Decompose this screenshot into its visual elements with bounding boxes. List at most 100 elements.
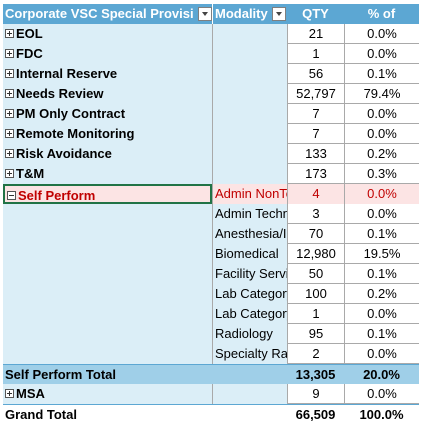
qty-cell[interactable]: 173 [287, 164, 344, 184]
pct-cell[interactable]: 0.0% [344, 124, 419, 144]
modality-cell[interactable]: Anesthesia/I [212, 224, 287, 244]
table-row[interactable]: Admin Techn 3 0.0% [3, 204, 419, 224]
pct-cell[interactable]: 0.3% [344, 164, 419, 184]
grand-total-label[interactable]: Grand Total [3, 404, 212, 424]
pct-cell[interactable]: 0.1% [344, 264, 419, 284]
row-label-cell[interactable] [3, 344, 212, 364]
pct-cell[interactable]: 0.0% [344, 384, 419, 404]
qty-cell[interactable]: 1 [287, 44, 344, 64]
subtotal-row[interactable]: Self Perform Total 13,305 20.0% [3, 364, 419, 384]
row-label-cell[interactable] [3, 284, 212, 304]
modality-cell[interactable] [212, 24, 287, 44]
modality-cell[interactable]: Facility Servi [212, 264, 287, 284]
row-label-cell[interactable] [3, 224, 212, 244]
qty-cell[interactable]: 2 [287, 344, 344, 364]
subtotal-modality-cell[interactable] [212, 364, 287, 384]
row-label-cell[interactable] [3, 204, 212, 224]
row-label-cell[interactable]: T&M [3, 164, 212, 184]
table-row[interactable]: Risk Avoidance 133 0.2% [3, 144, 419, 164]
modality-cell[interactable]: Admin NonTe [212, 184, 287, 204]
table-row[interactable]: FDC 1 0.0% [3, 44, 419, 64]
pct-cell[interactable]: 0.1% [344, 64, 419, 84]
expand-icon[interactable] [5, 29, 14, 39]
pct-cell[interactable]: 0.0% [344, 344, 419, 364]
expand-icon[interactable] [5, 389, 14, 399]
modality-cell[interactable]: Radiology [212, 324, 287, 344]
pct-cell[interactable]: 0.2% [344, 144, 419, 164]
expand-icon[interactable] [5, 169, 14, 179]
qty-cell[interactable]: 3 [287, 204, 344, 224]
table-row[interactable]: Needs Review 52,797 79.4% [3, 84, 419, 104]
qty-cell[interactable]: 50 [287, 264, 344, 284]
subtotal-label[interactable]: Self Perform Total [3, 364, 212, 384]
pct-cell[interactable]: 0.0% [344, 44, 419, 64]
expand-icon[interactable] [5, 49, 14, 59]
qty-cell[interactable]: 133 [287, 144, 344, 164]
row-label-cell[interactable]: Needs Review [3, 84, 212, 104]
expand-icon[interactable] [5, 109, 14, 119]
modality-cell[interactable] [212, 64, 287, 84]
table-row[interactable]: Lab Category 100 0.2% [3, 284, 419, 304]
modality-filter-dropdown-icon[interactable] [272, 7, 286, 21]
modality-cell[interactable]: Specialty Ra [212, 344, 287, 364]
modality-cell[interactable]: Lab Category [212, 284, 287, 304]
selected-label-cell[interactable]: Self Perform [3, 184, 212, 204]
expand-icon[interactable] [5, 89, 14, 99]
collapse-icon[interactable] [7, 191, 16, 201]
qty-cell[interactable]: 4 [287, 184, 344, 204]
qty-cell[interactable]: 21 [287, 24, 344, 44]
table-row[interactable]: Internal Reserve 56 0.1% [3, 64, 419, 84]
row-label-cell[interactable]: Remote Monitoring [3, 124, 212, 144]
table-row[interactable]: MSA 9 0.0% [3, 384, 419, 404]
table-row[interactable]: Lab Category 1 0.0% [3, 304, 419, 324]
row-label-cell[interactable]: FDC [3, 44, 212, 64]
pct-cell[interactable]: 0.0% [344, 184, 419, 204]
row-label-cell[interactable] [3, 324, 212, 344]
modality-cell[interactable] [212, 104, 287, 124]
grand-total-pct[interactable]: 100.0% [344, 404, 419, 424]
header-qty-cell[interactable]: QTY [287, 4, 344, 24]
pct-cell[interactable]: 19.5% [344, 244, 419, 264]
table-row[interactable]: Specialty Ra 2 0.0% [3, 344, 419, 364]
pct-cell[interactable]: 0.0% [344, 104, 419, 124]
table-row[interactable]: Anesthesia/I 70 0.1% [3, 224, 419, 244]
header-pct-cell[interactable]: % of [344, 4, 419, 24]
subtotal-pct[interactable]: 20.0% [344, 364, 419, 384]
modality-cell[interactable]: Admin Techn [212, 204, 287, 224]
header-provision-cell[interactable]: Corporate VSC Special Provisi [3, 4, 212, 24]
row-label-cell[interactable]: PM Only Contract [3, 104, 212, 124]
pct-cell[interactable]: 0.0% [344, 24, 419, 44]
pct-cell[interactable]: 0.0% [344, 304, 419, 324]
expand-icon[interactable] [5, 69, 14, 79]
table-row[interactable]: PM Only Contract 7 0.0% [3, 104, 419, 124]
grand-total-modality-cell[interactable] [212, 404, 287, 424]
row-label-cell[interactable]: EOL [3, 24, 212, 44]
qty-cell[interactable]: 9 [287, 384, 344, 404]
modality-cell[interactable] [212, 124, 287, 144]
pct-cell[interactable]: 0.1% [344, 224, 419, 244]
row-label-cell[interactable] [3, 304, 212, 324]
table-row[interactable]: Biomedical 12,980 19.5% [3, 244, 419, 264]
modality-cell[interactable]: Lab Category [212, 304, 287, 324]
row-label-cell[interactable] [3, 244, 212, 264]
grand-total-qty[interactable]: 66,509 [287, 404, 344, 424]
qty-cell[interactable]: 95 [287, 324, 344, 344]
table-row[interactable]: T&M 173 0.3% [3, 164, 419, 184]
pct-cell[interactable]: 0.0% [344, 204, 419, 224]
table-row[interactable]: Facility Servi 50 0.1% [3, 264, 419, 284]
modality-cell[interactable] [212, 44, 287, 64]
qty-cell[interactable]: 7 [287, 124, 344, 144]
row-label-cell[interactable]: MSA [3, 384, 212, 404]
modality-cell[interactable] [212, 84, 287, 104]
qty-cell[interactable]: 52,797 [287, 84, 344, 104]
qty-cell[interactable]: 12,980 [287, 244, 344, 264]
table-row[interactable]: EOL 21 0.0% [3, 24, 419, 44]
provision-filter-dropdown-icon[interactable] [198, 7, 212, 21]
row-label-cell[interactable] [3, 264, 212, 284]
table-row[interactable]: Remote Monitoring 7 0.0% [3, 124, 419, 144]
table-row[interactable]: Radiology 95 0.1% [3, 324, 419, 344]
pct-cell[interactable]: 0.2% [344, 284, 419, 304]
qty-cell[interactable]: 1 [287, 304, 344, 324]
row-label-cell[interactable]: Risk Avoidance [3, 144, 212, 164]
qty-cell[interactable]: 56 [287, 64, 344, 84]
